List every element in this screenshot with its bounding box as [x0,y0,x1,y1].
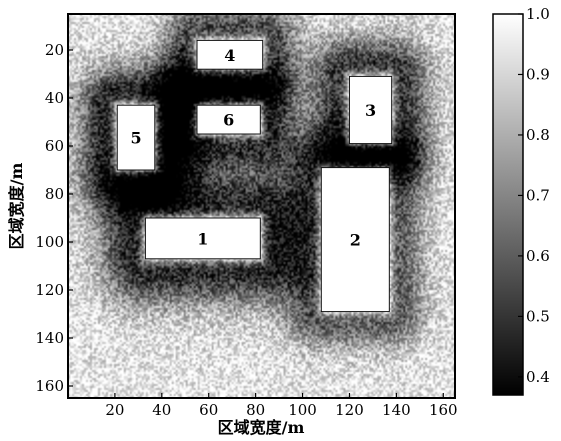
heatmap-image [68,14,455,398]
colorbar-tick-label: 1.0 [526,5,550,23]
region-4-rect [196,39,264,70]
y-tick-label: 60 [45,137,64,155]
y-tick-label: 120 [35,281,64,299]
region-6-label: 6 [223,111,234,130]
colorbar-tick-label: 0.5 [526,307,550,325]
colorbar-gradient [493,14,523,395]
y-tick-label: 40 [45,89,64,107]
y-tick-label: 140 [35,329,64,347]
y-tick-label: 20 [45,41,64,59]
y-axis: 20 40 60 80 100 120 140 160 [35,41,73,395]
x-axis: 20 40 60 80 100 120 140 160 [105,393,458,419]
colorbar-tick-label: 0.8 [526,126,550,144]
region-4-label: 4 [224,46,235,65]
y-axis-label: 区域宽度/m [7,163,26,250]
y-tick-label: 100 [35,233,64,251]
plot-frame [67,13,456,399]
x-tick-label: 80 [246,401,265,419]
x-tick-label: 140 [382,401,411,419]
x-tick-label: 100 [288,401,317,419]
y-tick-label: 160 [35,377,64,395]
region-5-label: 5 [130,129,141,148]
colorbar-ticks: 1.0 0.9 0.8 0.7 0.6 0.5 0.4 [518,5,550,386]
region-1-rect [144,217,261,260]
colorbar: 1.0 0.9 0.8 0.7 0.6 0.5 0.4 [492,5,550,396]
region-2-rect [320,167,390,313]
region-5-rect [116,104,156,171]
y-tick-label: 80 [45,185,64,203]
colorbar-frame [492,13,524,396]
colorbar-tick-label: 0.9 [526,65,550,83]
region-2-label: 2 [350,231,361,250]
regions-layer: 1 2 3 4 5 6 [116,39,393,313]
colorbar-tick-label: 0.7 [526,186,550,204]
region-3-label: 3 [365,101,376,120]
colorbar-tick-label: 0.6 [526,247,550,265]
region-1-label: 1 [197,229,208,248]
x-tick-label: 160 [429,401,458,419]
x-tick-label: 60 [199,401,218,419]
region-6-rect [196,104,261,135]
x-tick-label: 40 [152,401,171,419]
plot-area: 1 2 3 4 5 6 [67,13,456,399]
x-tick-label: 120 [335,401,364,419]
region-3-rect [348,75,393,145]
x-axis-label: 区域宽度/m [218,418,305,437]
colorbar-tick-label: 0.4 [526,368,550,386]
x-tick-label: 20 [105,401,124,419]
